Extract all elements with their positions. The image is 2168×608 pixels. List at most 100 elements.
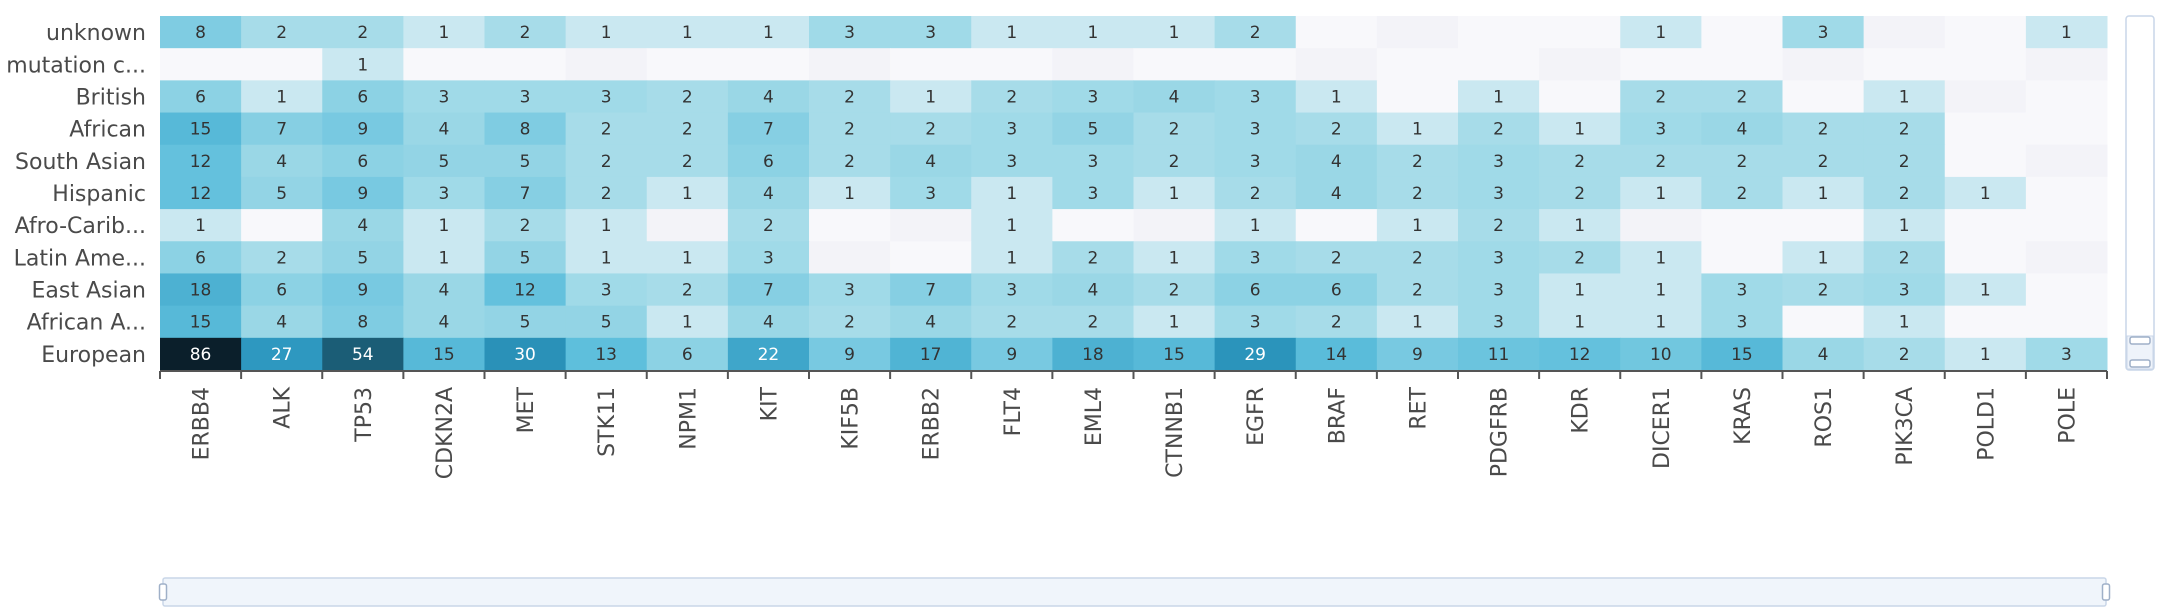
cell-value-label: 1 [925,87,936,107]
heatmap-cell [1133,273,1216,307]
y-axis-labels: unknown mutation c... British African South … [6,21,146,368]
cell-value-label: 4 [763,184,774,204]
cell-value-label: 12 [1569,345,1591,365]
heatmap-cell [1458,176,1540,210]
cell-value-label: 5 [357,248,368,268]
cell-value-label: 2 [1493,216,1504,236]
cell-value-label: 3 [1250,120,1261,140]
heatmap-cell [1052,48,1135,81]
cell-value-label: 1 [1980,184,1991,204]
cell-value-label: 1 [1899,87,1910,107]
heatmap-cell [1214,176,1297,210]
x-tick-label: ALK [271,386,296,428]
x-tick-label: RET [1406,386,1431,429]
heatmap-cell [1133,337,1216,371]
heatmap-cell [1701,273,1784,307]
cell-value-label: 2 [844,87,855,107]
vertical-scroll-bottom-handle[interactable] [2129,359,2151,368]
heatmap-cell [809,273,891,307]
y-tick-label: European [41,343,146,368]
heatmap-cell [727,176,810,210]
cell-value-label: 2 [1088,248,1099,268]
cell-value-label: 1 [763,23,774,43]
heatmap-cell [809,80,891,114]
cell-value-label: 5 [439,152,450,172]
heatmap-cell [484,241,567,274]
heatmap-cell [2025,273,2108,307]
cell-value-label: 3 [1088,184,1099,204]
zoom-slider[interactable] [158,577,2111,607]
heatmap-cell [1052,176,1135,210]
cell-value-label: 4 [276,313,287,333]
cell-value-label: 7 [276,120,287,140]
cell-value-label: 4 [1331,152,1342,172]
cell-value-label: 2 [1737,184,1748,204]
heatmap-cell [1863,16,1946,49]
cell-value-label: 1 [2061,23,2072,43]
vertical-scroll-top-handle[interactable] [2129,336,2151,345]
cell-value-label: 2 [1412,281,1423,301]
zoom-slider-left-handle[interactable] [158,583,168,601]
cell-value-label: 11 [1488,345,1510,365]
cell-value-label: 2 [601,184,612,204]
cell-value-label: 1 [682,313,693,333]
heatmap-cell [971,16,1053,49]
heatmap-cell [1620,176,1702,210]
heatmap-cell [1376,209,1459,242]
cell-value-label: 2 [1412,184,1423,204]
cell-value-label: 3 [1250,87,1261,107]
cell-value-label: 9 [844,345,855,365]
cell-value-label: 2 [1250,184,1261,204]
heatmap-cell [1133,144,1216,178]
heatmap-cell [1376,337,1459,371]
heatmap-cell [971,176,1053,210]
cell-value-label: 9 [357,120,368,140]
heatmap-cell [890,144,972,178]
cell-value-label: 6 [763,152,774,172]
cell-value-label: 1 [1169,248,1180,268]
heatmap-cell [646,112,729,146]
heatmap-cell [160,337,242,371]
heatmap-cell [1701,48,1784,81]
heatmap-cell [890,176,972,210]
heatmap-cell [1701,144,1784,178]
zoom-slider-right-handle[interactable] [2101,583,2111,601]
heatmap-cell [1944,48,2027,81]
heatmap-cell [565,176,648,210]
heatmap-cell [160,16,242,49]
heatmap-cell [322,16,404,49]
heatmap-cell [1052,80,1135,114]
cell-value-label: 4 [925,313,936,333]
heatmap-cell [1133,305,1216,339]
heatmap-cell [160,144,242,178]
heatmap-cell [727,144,810,178]
heatmap-cell [1295,241,1378,274]
cell-value-label: 1 [1899,313,1910,333]
cell-value-label: 2 [682,281,693,301]
cell-value-label: 3 [1493,313,1504,333]
cell-value-label: 3 [1006,281,1017,301]
y-tick-label: Hispanic [52,182,146,207]
cell-value-label: 7 [763,281,774,301]
heatmap-cell [1133,112,1216,146]
cell-value-label: 3 [1250,313,1261,333]
vertical-scrollbar[interactable] [2125,15,2155,371]
cell-value-label: 2 [1737,152,1748,172]
cell-value-label: 2 [1574,248,1585,268]
zoom-slider-track[interactable] [162,577,2107,607]
heatmap-cell [403,144,486,178]
heatmap-cell [1782,273,1865,307]
heatmap-cell [1052,16,1135,49]
cell-value-label: 29 [1244,345,1266,365]
cell-value-label: 3 [1006,152,1017,172]
y-tick-label: Afro-Carib... [15,214,146,239]
heatmap-cell [1782,16,1865,49]
heatmap-cell [403,273,486,307]
heatmap-cell [241,241,323,274]
heatmap-cell [1052,209,1135,242]
cell-value-label: 1 [1088,23,1099,43]
cell-value-label: 6 [195,87,206,107]
vertical-scroll-track[interactable] [2125,15,2155,371]
heatmap-cell [241,16,323,49]
heatmap-cell [1214,337,1297,371]
